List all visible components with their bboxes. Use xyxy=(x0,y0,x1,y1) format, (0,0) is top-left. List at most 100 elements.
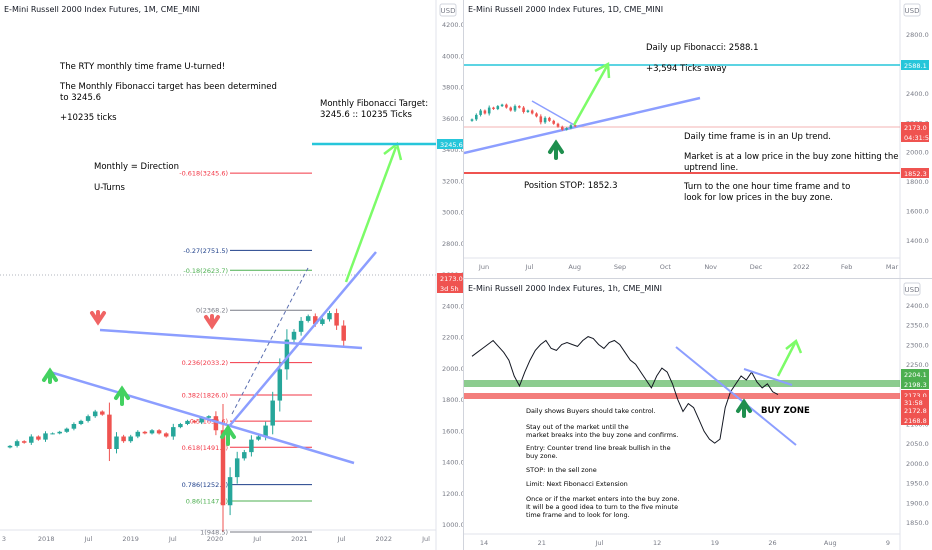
candle-body xyxy=(305,316,311,321)
price-tag xyxy=(437,283,463,293)
price-tag xyxy=(437,139,463,149)
hourly-chart[interactable]: E-Mini Russell 2000 Index Futures, 1h, C… xyxy=(464,279,932,550)
green-up-arrow-icon xyxy=(114,385,130,406)
price-tag-label: 2588.1 xyxy=(904,62,927,70)
y-tick-label: 2350.0 xyxy=(906,322,929,330)
price-tag-label: 2198.3 xyxy=(904,381,927,389)
buy-zone-band xyxy=(464,380,900,387)
projection-arrow-line xyxy=(344,146,398,283)
candle-body xyxy=(513,106,517,111)
price-tags: 2588.1 2173.0 04:31:57 1852.3 xyxy=(901,60,932,178)
price-tag xyxy=(901,132,929,142)
candle-body xyxy=(556,123,560,127)
candle-body xyxy=(29,436,34,443)
candle-body xyxy=(256,436,261,440)
red-down-arrow-icon xyxy=(90,310,106,326)
candle-body xyxy=(192,420,197,423)
candle-body xyxy=(277,369,283,401)
x-axis: Jun Jul Aug Sep Oct Nov Dec 2022 Feb Mar xyxy=(478,263,899,271)
green-up-arrow-icon xyxy=(548,139,564,160)
projection-arrow-line xyxy=(572,65,609,126)
candle-body xyxy=(518,106,521,108)
y-tick-label: 2400.0 xyxy=(906,302,929,310)
note-stay-out: Stay out of the market until the xyxy=(526,423,629,431)
y-tick-label: 1800.0 xyxy=(906,178,929,186)
candle-body xyxy=(163,433,169,437)
downtrend-channel-line[interactable] xyxy=(675,346,797,446)
x-tick-label: 19 xyxy=(711,539,719,547)
uptrend-line[interactable] xyxy=(225,251,377,431)
candle-body xyxy=(213,416,219,431)
fib-level-label: 0.5(1658.6) xyxy=(190,418,228,426)
note-limit: Limit: Next Fibonacci Extension xyxy=(526,480,628,488)
price-tag-label: 2173.0 xyxy=(440,275,463,283)
x-tick-label: Feb xyxy=(841,263,853,271)
x-tick-label: 12 xyxy=(653,539,661,547)
uptrend-line[interactable] xyxy=(464,96,701,155)
candle-body xyxy=(206,416,212,418)
price-tag xyxy=(901,397,929,407)
price-tag-label: 2172.8 xyxy=(904,407,927,415)
x-tick-label: Oct xyxy=(660,263,672,271)
resistance-trendline[interactable] xyxy=(99,328,363,350)
note-uturns: U-Turns xyxy=(94,183,126,193)
y-tick-label: 2050.0 xyxy=(906,440,929,448)
price-tag xyxy=(901,390,929,400)
horizontal-divider xyxy=(464,278,932,279)
note-target-value: 3245.6 :: 10235 Ticks xyxy=(320,110,413,120)
candle-body xyxy=(142,431,148,434)
x-tick-label: 2019 xyxy=(122,535,139,543)
note-entry-zone: buy zone. xyxy=(526,452,558,460)
counter-trend-line[interactable] xyxy=(743,368,793,386)
x-tick-label: Mar xyxy=(886,263,899,271)
candle-body xyxy=(487,107,491,114)
note-breaks-into: market breaks into the buy zone and conf… xyxy=(526,431,678,439)
candle-body xyxy=(57,431,62,434)
price-tags: 3245.6 2173.0 3d 5h xyxy=(437,139,463,293)
x-tick-label: 2018 xyxy=(38,535,55,543)
currency-label: USD xyxy=(441,7,456,15)
y-tick-label: 2400.0 xyxy=(906,90,929,98)
y-tick-label: 2300.0 xyxy=(906,341,929,349)
y-tick-label: 1850.0 xyxy=(906,519,929,527)
x-tick-label: 2020 xyxy=(207,535,224,543)
candle-body xyxy=(569,125,573,129)
price-tag-label: 3d 5h xyxy=(440,285,459,293)
price-tag-label: 2173.0 xyxy=(904,124,927,132)
monthly-chart[interactable]: E-Mini Russell 2000 Index Futures, 1M, C… xyxy=(0,0,463,550)
y-tick-label: 2200.0 xyxy=(442,334,463,342)
y-tick-label: 3200.0 xyxy=(442,177,463,185)
x-tick-label: Nov xyxy=(704,263,717,271)
y-tick-label: 2800.0 xyxy=(442,240,463,248)
candle-body xyxy=(220,430,226,506)
candle-body xyxy=(263,425,268,437)
x-tick-label: Jul xyxy=(524,263,533,271)
candle-body xyxy=(543,117,547,123)
fib-level-label: -0.618(3245.6) xyxy=(179,170,228,178)
x-tick-label: 2022 xyxy=(793,263,810,271)
candle-body xyxy=(313,316,318,324)
candle-body xyxy=(522,107,525,112)
candle-body xyxy=(500,104,504,107)
price-tag-label: 31:58 xyxy=(904,399,923,407)
candle-body xyxy=(14,441,20,446)
daily-chart[interactable]: E-Mini Russell 2000 Index Futures, 1D, C… xyxy=(464,0,932,278)
candle-body xyxy=(470,119,474,121)
x-tick-label: Sep xyxy=(614,263,626,271)
y-tick-label: 2250.0 xyxy=(906,361,929,369)
currency-label: USD xyxy=(905,286,920,294)
note-target-title: Monthly Fibonacci Target: xyxy=(320,99,428,109)
candle-body xyxy=(565,128,568,130)
fib-level-label: 0.86(1147.2) xyxy=(186,498,228,506)
lower-channel-trendline[interactable] xyxy=(49,370,355,465)
y-tick-label: 1400.0 xyxy=(906,237,929,245)
fib-level-label: 1(948.5) xyxy=(200,529,228,537)
candle-body xyxy=(505,104,508,108)
x-axis: 3 2018 Jul 2019 Jul 2020 Jul 2021 Jul 2022 Jul xyxy=(2,535,430,543)
y-tick-label: 3600.0 xyxy=(442,115,463,123)
price-series xyxy=(471,336,779,444)
y-tick-label: 1800.0 xyxy=(442,396,463,404)
x-tick-label: 21 xyxy=(538,539,546,547)
x-tick-label: 9 xyxy=(886,539,890,547)
counter-trend-line[interactable] xyxy=(531,100,577,127)
